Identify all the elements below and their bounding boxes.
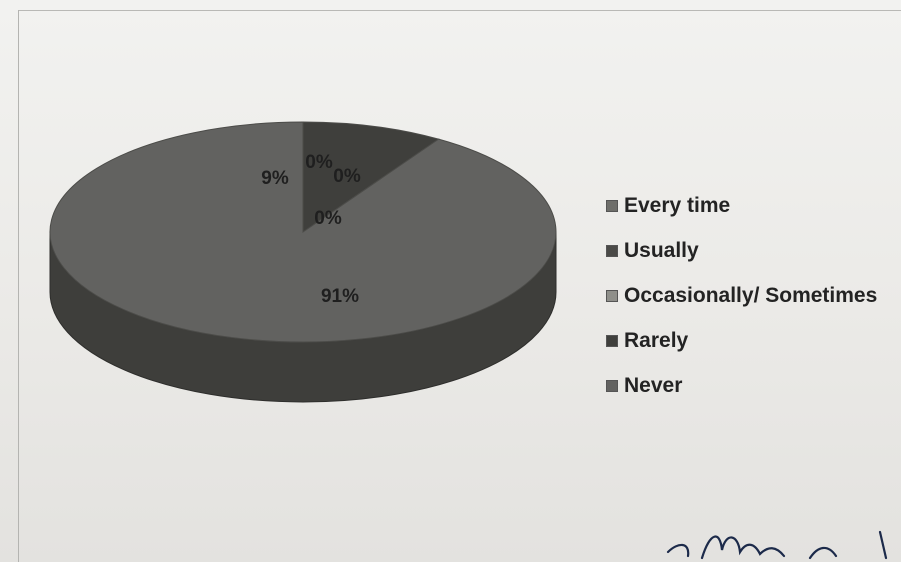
data-label-occasionally: 0% bbox=[314, 208, 342, 229]
pie-data-labels: 0%0%0%9%91% bbox=[261, 152, 361, 307]
data-label-every-time: 0% bbox=[305, 152, 333, 173]
legend-label: Occasionally/ Sometimes bbox=[624, 283, 878, 307]
legend-swatch bbox=[606, 289, 618, 302]
chart-legend: Every time Usually Occasionally/ Sometim… bbox=[606, 183, 877, 408]
legend-label: Rarely bbox=[624, 328, 689, 352]
legend-item-usually: Usually bbox=[606, 228, 877, 273]
data-label-rarely: 9% bbox=[261, 168, 289, 189]
pie-slice-never bbox=[49, 121, 557, 343]
chart-frame-left-border bbox=[18, 10, 19, 562]
chart-frame-top-border bbox=[18, 10, 901, 11]
pie-slice-rarely bbox=[302, 121, 440, 233]
pie-top-face bbox=[49, 121, 557, 343]
legend-item-rarely: Rarely bbox=[606, 318, 877, 363]
legend-label: Never bbox=[624, 373, 683, 397]
legend-swatch bbox=[606, 334, 618, 347]
handwritten-signature bbox=[666, 530, 888, 560]
legend-item-never: Never bbox=[606, 363, 877, 408]
legend-label: Usually bbox=[624, 238, 699, 262]
data-label-never: 91% bbox=[321, 286, 359, 307]
legend-item-every-time: Every time bbox=[606, 183, 877, 228]
legend-swatch bbox=[606, 244, 618, 257]
legend-item-occasionally: Occasionally/ Sometimes bbox=[606, 273, 877, 318]
data-label-usually: 0% bbox=[333, 166, 361, 187]
legend-label: Every time bbox=[624, 193, 731, 217]
legend-swatch bbox=[606, 199, 618, 212]
legend-swatch bbox=[606, 379, 618, 392]
